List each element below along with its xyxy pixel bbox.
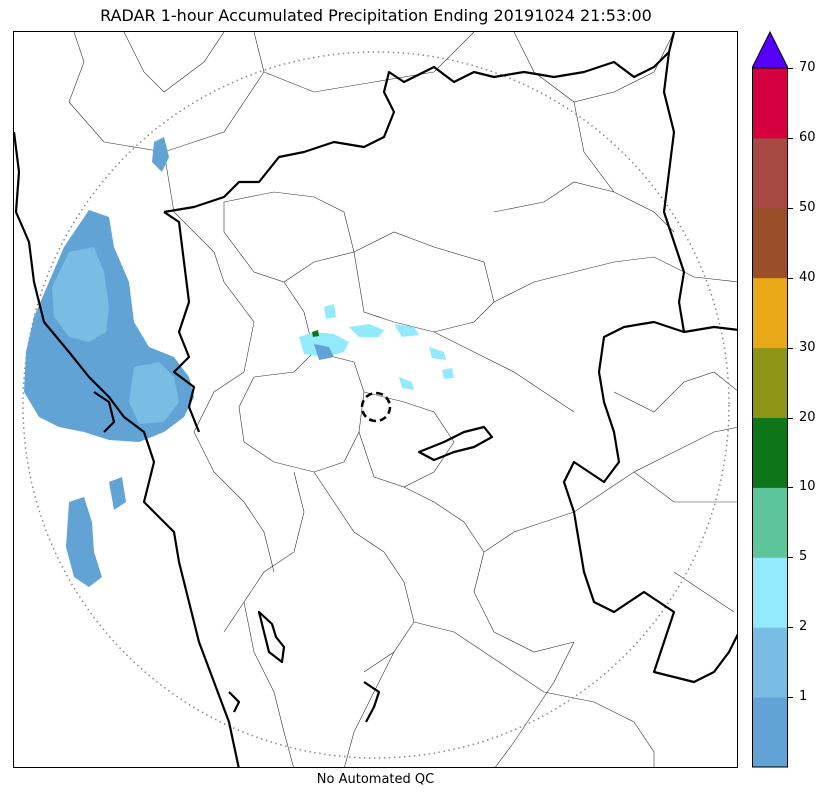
colorbar-segment	[752, 487, 788, 558]
colorbar-segment	[752, 417, 788, 488]
precip-north-cell	[152, 137, 169, 172]
colorbar-tick-mark	[788, 487, 793, 489]
map-canvas	[14, 32, 737, 767]
precipitation-field	[24, 137, 454, 587]
precip-central-4	[394, 324, 446, 390]
precip-central-3	[349, 324, 384, 337]
colorbar-tick-mark	[788, 207, 793, 209]
colorbar-tick-label: 40	[799, 269, 816, 285]
colorbar-segment	[752, 68, 788, 139]
colorbar-tick-mark	[788, 347, 793, 349]
precip-central-2	[314, 344, 334, 360]
colorbar-segment	[752, 207, 788, 279]
colorbar	[751, 30, 789, 768]
colorbar-tick-mark	[788, 627, 793, 629]
precip-central-1	[299, 332, 349, 357]
precip-west-medium-2	[129, 362, 179, 424]
colorbar-tick-label: 60	[799, 129, 816, 145]
qc-status-label: No Automated QC	[316, 772, 435, 787]
colorbar-tick-label: 5	[799, 549, 808, 565]
colorbar-segment	[752, 277, 788, 349]
colorbar-tick-mark	[788, 137, 793, 139]
colorbar-tick-mark	[788, 557, 793, 559]
colorbar-segment	[752, 347, 788, 418]
colorbar-segment	[752, 137, 788, 209]
colorbar-tick-label: 70	[799, 60, 816, 75]
colorbar-tick-mark	[788, 277, 793, 279]
colorbar-tick-label: 30	[799, 339, 816, 355]
radar-map	[13, 31, 738, 768]
district-boundaries	[68, 32, 737, 767]
map-title: RADAR 1-hour Accumulated Precipitation E…	[100, 6, 652, 25]
precip-south-cells	[66, 477, 126, 587]
radar-site-marker	[360, 391, 392, 423]
colorbar-canvas	[751, 30, 789, 768]
colorbar-tick-mark	[788, 68, 793, 69]
colorbar-segment	[752, 557, 788, 628]
precip-central-green	[312, 330, 319, 337]
precip-west-medium-1	[52, 247, 109, 342]
colorbar-extend-triangle	[751, 30, 789, 69]
colorbar-tick-label: 2	[799, 619, 808, 635]
colorbar-tick-label: 20	[799, 409, 816, 425]
state-boundaries	[14, 32, 737, 767]
colorbar-tick-mark	[788, 417, 793, 419]
colorbar-segment	[752, 627, 788, 698]
colorbar-tick-label: 10	[799, 479, 816, 495]
colorbar-frame	[752, 67, 788, 768]
radar-range-ring	[22, 51, 730, 759]
colorbar-segment	[752, 697, 788, 768]
colorbar-tick-label: 50	[799, 199, 816, 215]
colorbar-tick-mark	[788, 697, 793, 699]
colorbar-tick-label: 1	[799, 689, 808, 705]
